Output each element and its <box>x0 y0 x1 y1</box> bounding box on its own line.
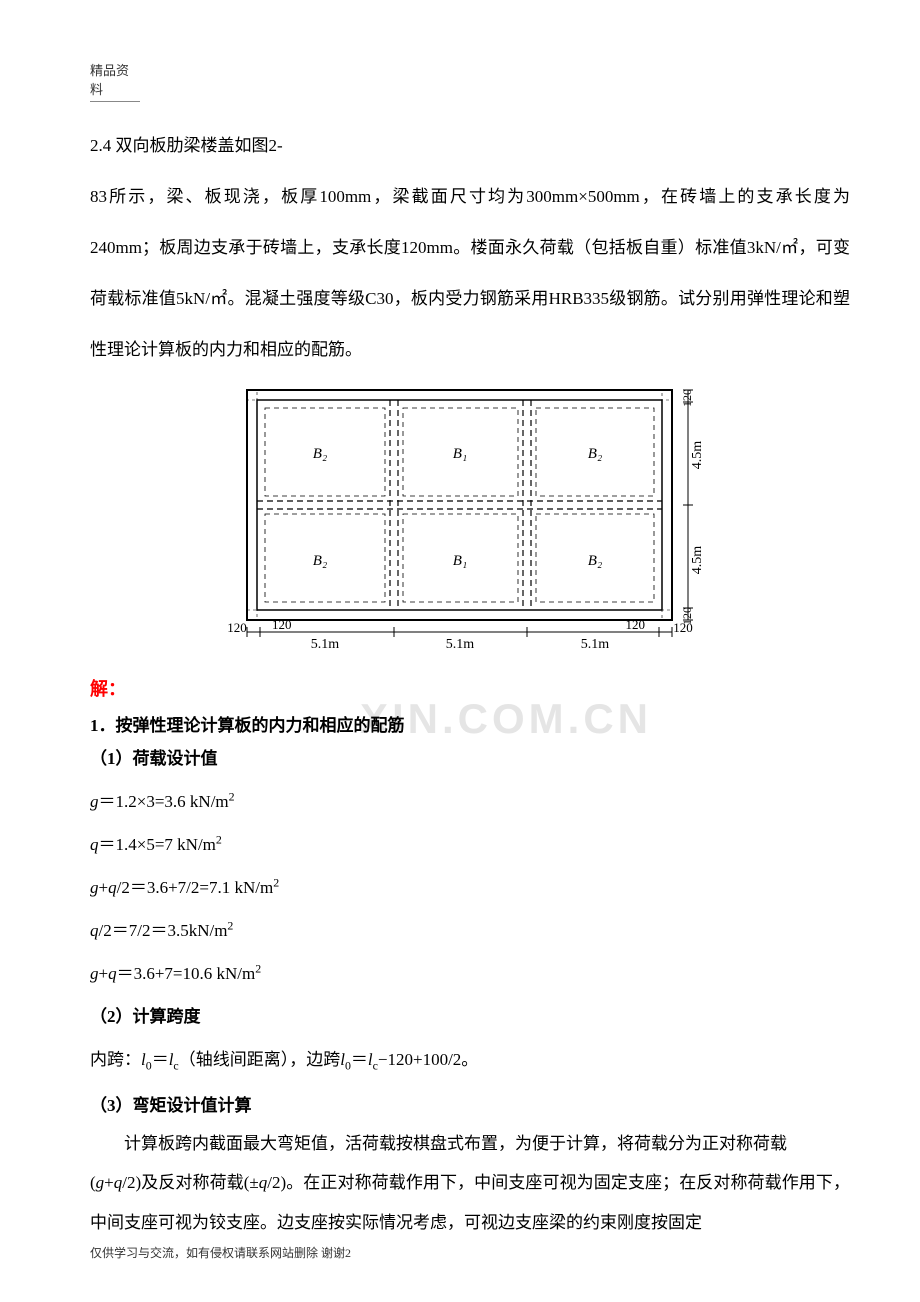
svg-text:B₂: B₂ <box>313 446 327 462</box>
sub3-title: （3）弯矩设计值计算 <box>90 1091 850 1116</box>
sub3-paragraph: 计算板跨内截面最大弯矩值，活荷载按棋盘式布置，为便于计算，将荷载分为正对称荷载 <box>90 1124 850 1163</box>
sub1-title: （1）荷载设计值 <box>90 744 850 769</box>
problem-line1: 2.4 双向板肋梁楼盖如图2- <box>90 136 283 155</box>
svg-text:120: 120 <box>626 617 646 632</box>
sub2-title: （2）计算跨度 <box>90 1002 850 1027</box>
svg-text:B₁: B₁ <box>453 553 467 569</box>
formula-g: g＝1.2×3=3.6 kN/m2 <box>90 787 850 812</box>
svg-text:5.1m: 5.1m <box>311 637 340 652</box>
svg-text:B₂: B₂ <box>588 446 602 462</box>
answer-label: 解： <box>90 675 850 701</box>
svg-text:120: 120 <box>272 617 292 632</box>
svg-text:B₂: B₂ <box>313 553 327 569</box>
footer-note: 仅供学习与交流，如有侵权请联系网站删除 谢谢2 <box>90 1244 850 1261</box>
problem-line2: 83所示，梁、板现浇，板厚100mm，梁截面尺寸均为300mm×500mm，在砖… <box>90 187 850 359</box>
sub3-paragraph-cont: (g+q/2)及反对称荷载(±q/2)。在正对称荷载作用下，中间支座可视为固定支… <box>90 1163 850 1241</box>
problem-statement: 2.4 双向板肋梁楼盖如图2- 83所示，梁、板现浇，板厚100mm，梁截面尺寸… <box>90 120 850 375</box>
svg-text:5.1m: 5.1m <box>581 637 610 652</box>
svg-text:4.5m: 4.5m <box>690 546 705 575</box>
svg-text:B₂: B₂ <box>588 553 602 569</box>
formula-q2: q/2＝7/2＝3.5kN/m2 <box>90 916 850 941</box>
floor-plan-diagram: B₂ B₁ B₂ B₂ B₁ B₂ 120 120 5.1m 5.1m 5.1m… <box>90 380 850 660</box>
svg-text:5.1m: 5.1m <box>446 637 475 652</box>
header-label: 精品资料 <box>90 60 140 102</box>
svg-text:120: 120 <box>680 607 694 625</box>
formula-gq2: g+q/2＝3.6+7/2=7.1 kN/m2 <box>90 873 850 898</box>
formula-q: q＝1.4×5=7 kN/m2 <box>90 830 850 855</box>
svg-text:120: 120 <box>227 620 247 635</box>
formula-span: 内跨：l0＝lc（轴线间距离），边跨l0＝lc−120+100/2。 <box>90 1045 850 1073</box>
svg-text:B₁: B₁ <box>453 446 467 462</box>
formula-gq: g+q＝3.6+7=10.6 kN/m2 <box>90 959 850 984</box>
section1-title: 1．按弹性理论计算板的内力和相应的配筋 <box>90 711 850 736</box>
svg-text:4.5m: 4.5m <box>690 441 705 470</box>
svg-text:120: 120 <box>680 389 694 407</box>
